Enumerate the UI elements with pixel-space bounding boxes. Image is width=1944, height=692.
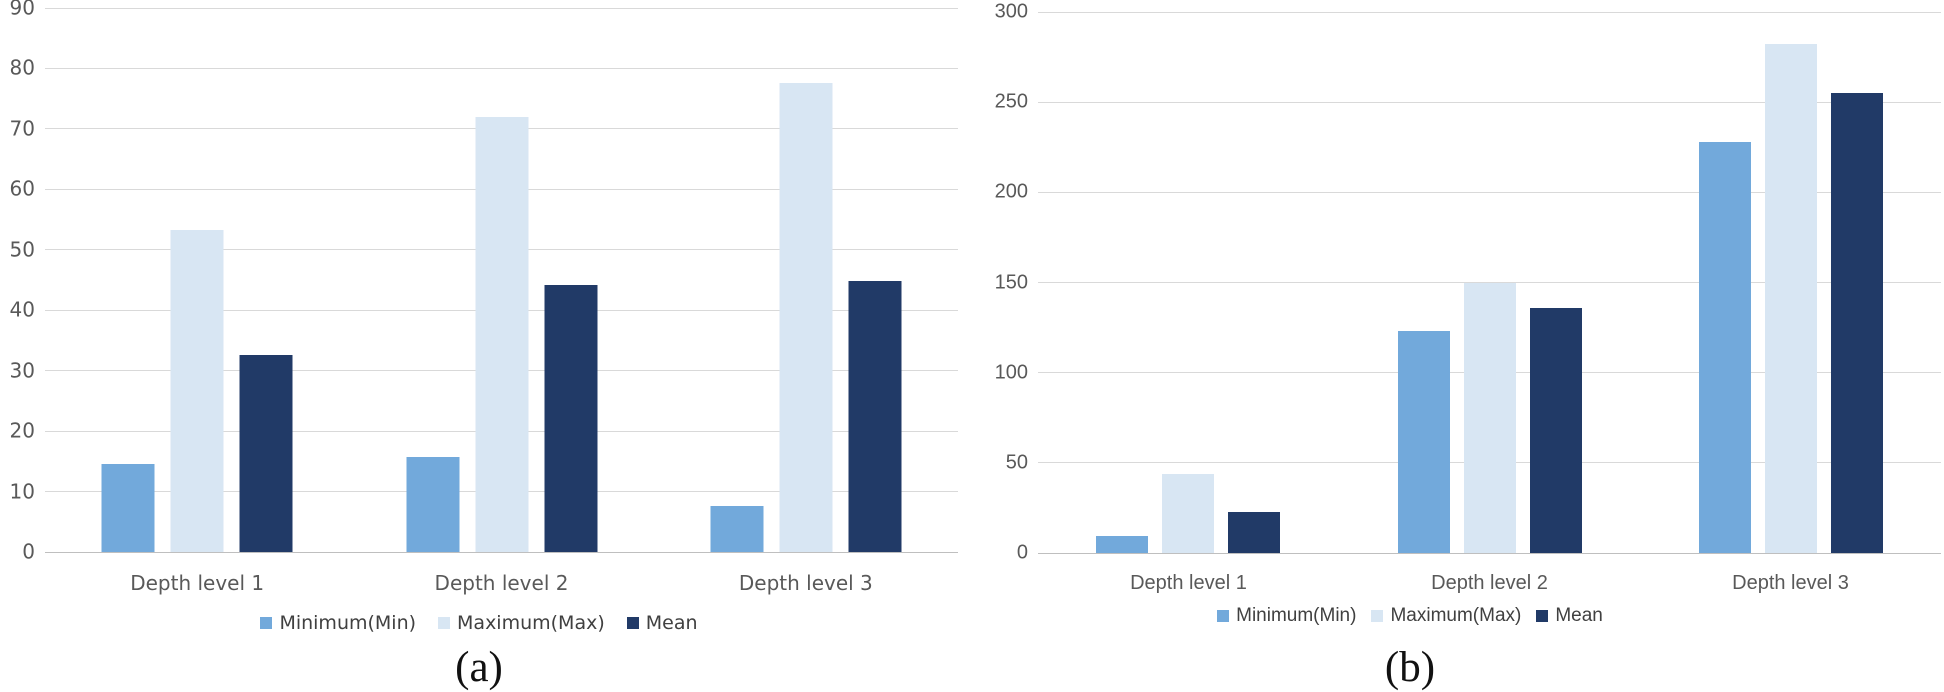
x-axis-category-label: Depth level 1 (1130, 572, 1247, 594)
legend-item-mean: Mean (626, 612, 698, 634)
y-axis-tick-label: 200 (994, 180, 1028, 203)
bar-maximum-max (1162, 473, 1215, 553)
bar-group-depth-level-2 (406, 116, 597, 552)
bar-maximum-max (1463, 282, 1516, 553)
legend-item-minimum-min: Minimum(Min) (260, 612, 416, 634)
bar-minimum-min (1096, 535, 1149, 553)
legend-item-maximum-max: Maximum(Max) (438, 612, 605, 634)
bar-minimum-min (101, 464, 155, 552)
y-axis-tick-label: 40 (9, 297, 35, 322)
x-axis-category-label: Depth level 2 (434, 571, 569, 595)
bar-mean (848, 281, 902, 552)
legend-label: Maximum(Max) (457, 612, 605, 634)
y-axis-tick-label: 250 (994, 90, 1028, 113)
bar-mean (1830, 93, 1883, 553)
gridline (1038, 191, 1941, 193)
bar-minimum-min (710, 506, 764, 552)
bar-group-depth-level-1 (101, 229, 293, 552)
gridline (1038, 11, 1941, 13)
gridline (45, 7, 958, 9)
chart-b-plot-area: 0 50 100 150 200 250 300 Depth level 1 Depth lev… (995, 2, 1941, 594)
bar-maximum-max (475, 116, 528, 552)
x-axis-line (1038, 552, 1941, 554)
legend-label: Maximum(Max) (1390, 605, 1522, 626)
chart-a-panel: 0 10 20 30 40 50 60 70 80 90 Depth level 1 Depth le… (0, 0, 958, 691)
y-axis-tick-label: 0 (1016, 541, 1028, 564)
y-axis-tick-label: 50 (9, 237, 35, 262)
chart-b-panel: 0 50 100 150 200 250 300 Depth level 1 Depth lev… (960, 0, 1944, 691)
chart-b-legend: Minimum(Min) Maximum(Max) Mean (960, 605, 1860, 627)
legend-item-maximum-max: Maximum(Max) (1371, 605, 1521, 627)
y-axis-tick-label: 20 (9, 418, 35, 443)
bar-maximum-max (1764, 44, 1817, 553)
y-axis-tick-label: 70 (9, 116, 35, 141)
y-axis-tick-label: 90 (9, 0, 35, 20)
legend-swatch-mean (626, 617, 639, 629)
gridline (45, 67, 958, 69)
x-axis-category-label: Depth level 2 (1431, 572, 1548, 594)
chart-a-legend: Minimum(Min) Maximum(Max) Mean (0, 612, 958, 634)
bar-group-depth-level-1 (1096, 473, 1281, 553)
legend-item-minimum-min: Minimum(Min) (1217, 605, 1356, 627)
x-axis-line (45, 551, 958, 553)
bar-minimum-min (1698, 141, 1751, 553)
legend-swatch-minimum-min (260, 617, 273, 629)
legend-swatch-minimum-min (1217, 610, 1230, 622)
gridline (1038, 101, 1941, 103)
chart-a-plot-area: 0 10 20 30 40 50 60 70 80 90 Depth level 1 Depth le… (10, 0, 958, 595)
y-axis-tick-label: 150 (994, 271, 1028, 294)
bar-maximum-max (779, 82, 833, 552)
legend-label: Minimum(Min) (1236, 605, 1357, 626)
chart-a-caption: (a) (455, 644, 503, 691)
bar-group-depth-level-3 (1698, 44, 1883, 553)
bar-mean (239, 354, 293, 552)
bar-minimum-min (406, 457, 459, 552)
legend-label: Mean (1555, 605, 1603, 626)
y-axis-tick-label: 60 (9, 176, 35, 201)
legend-label: Mean (645, 612, 698, 634)
legend-swatch-mean (1536, 610, 1549, 622)
bar-minimum-min (1397, 331, 1450, 553)
bar-group-depth-level-3 (710, 82, 902, 552)
bar-mean (1228, 511, 1281, 553)
x-axis-category-label: Depth level 3 (738, 571, 873, 595)
legend-item-mean: Mean (1536, 605, 1603, 627)
legend-label: Minimum(Min) (279, 612, 417, 634)
bar-mean (1529, 307, 1582, 553)
y-axis-tick-label: 50 (1005, 451, 1028, 474)
y-axis-tick-label: 300 (994, 0, 1028, 23)
bar-mean (544, 284, 597, 552)
x-axis-category-label: Depth level 1 (130, 571, 265, 595)
y-axis-tick-label: 80 (9, 56, 35, 81)
y-axis-tick-label: 0 (22, 539, 35, 564)
chart-b-caption: (b) (1384, 644, 1436, 691)
y-axis-tick-label: 10 (9, 479, 35, 504)
legend-swatch-maximum-max (1371, 610, 1384, 622)
legend-swatch-maximum-max (438, 617, 451, 629)
x-axis-category-label: Depth level 3 (1732, 572, 1849, 594)
y-axis-tick-label: 30 (9, 358, 35, 383)
bar-group-depth-level-2 (1397, 282, 1582, 553)
y-axis-tick-label: 100 (994, 361, 1028, 384)
bar-maximum-max (170, 229, 224, 552)
